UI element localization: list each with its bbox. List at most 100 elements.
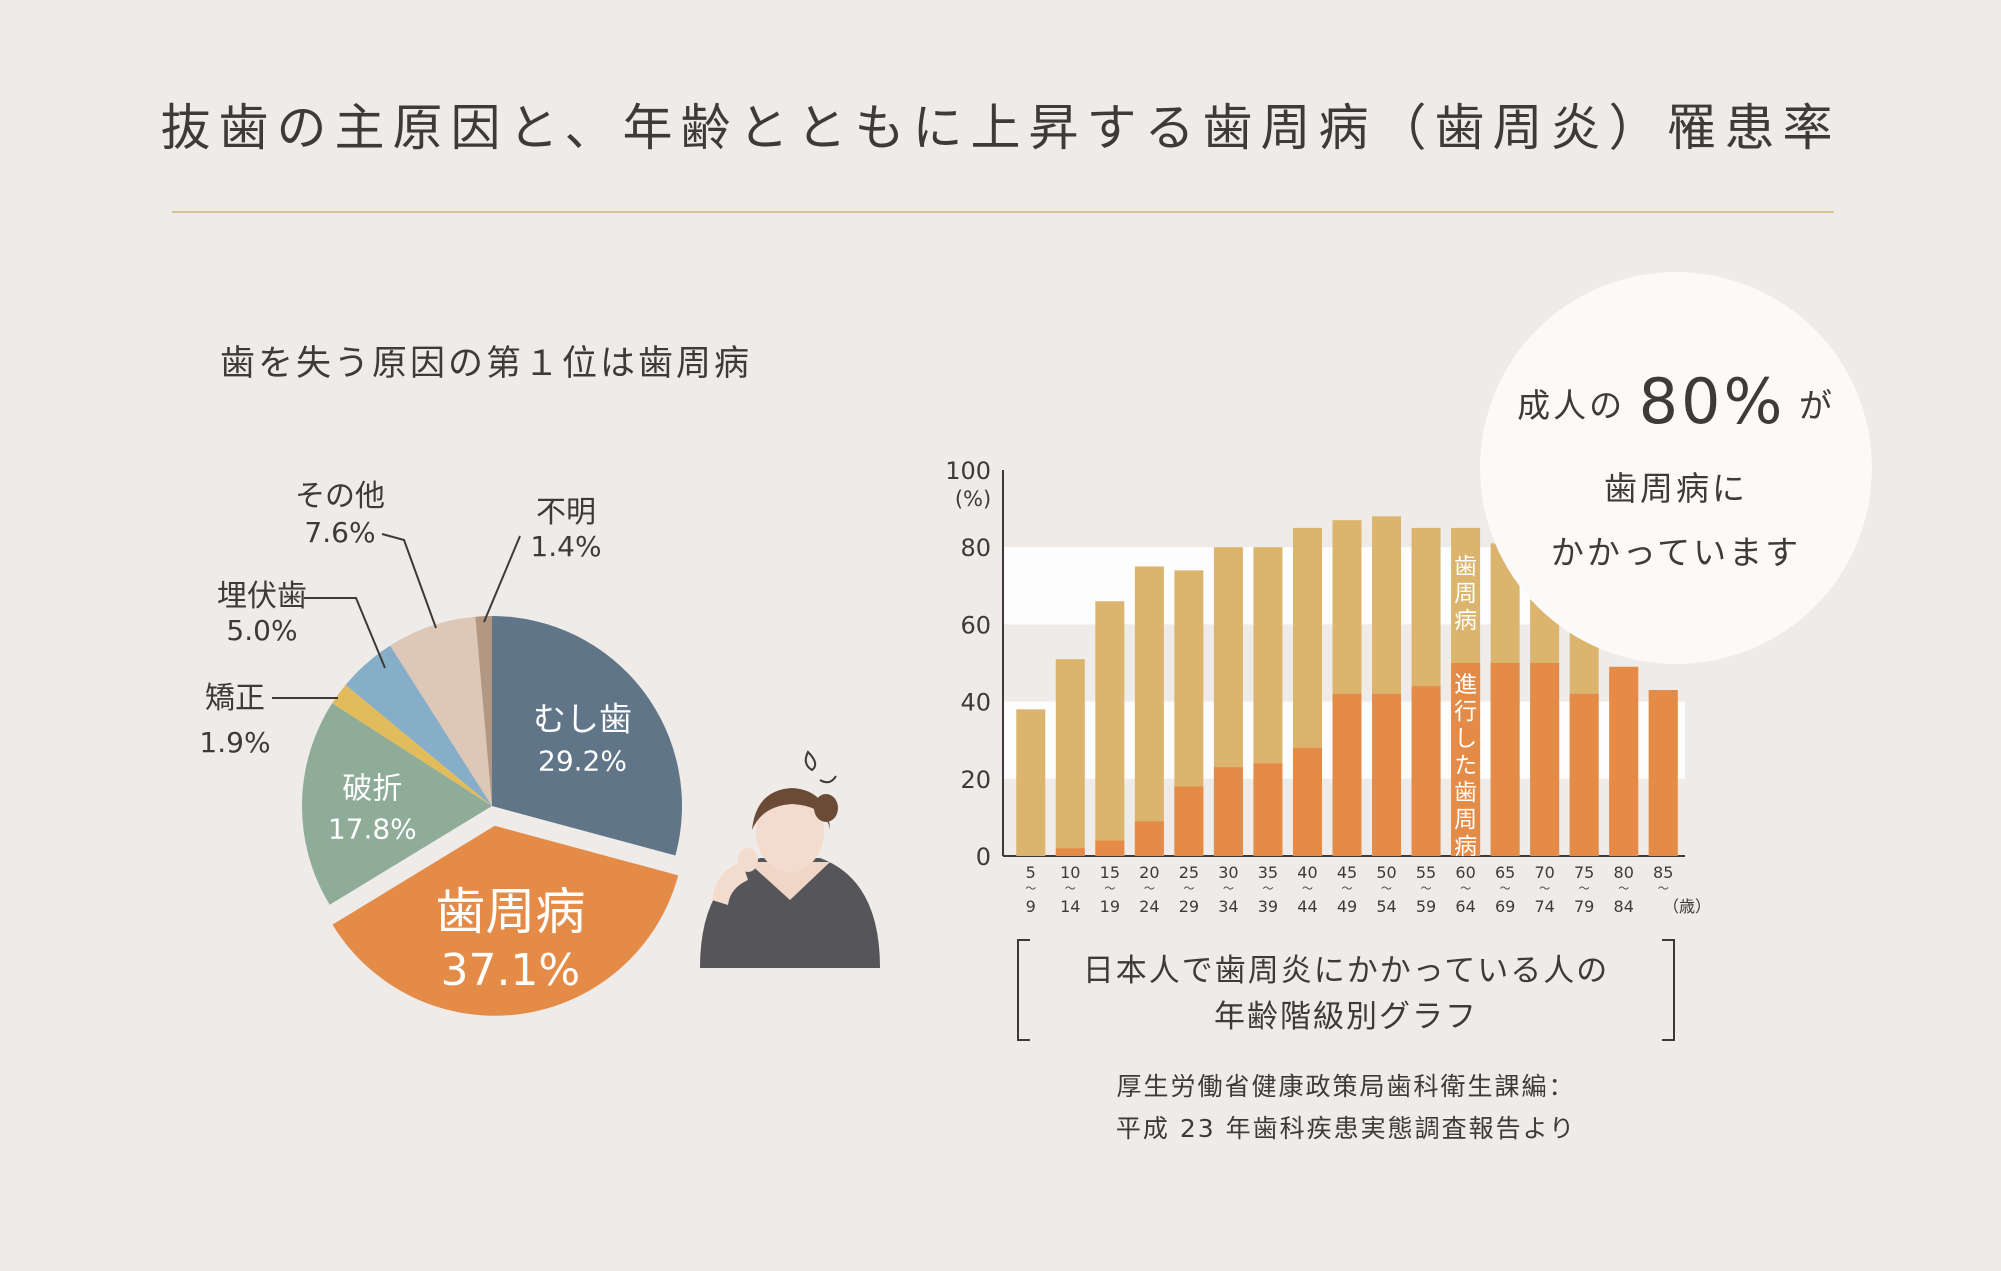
callout-line3: かかっています [1550,533,1802,572]
x-tick-label-top-15: 80 [1614,863,1634,882]
bar-advanced-13 [1530,663,1560,856]
x-tick-label-bottom-14: 79 [1574,897,1594,916]
x-tick-label-top-16: 85 [1653,863,1673,882]
x-tick-label-bottom-9: 54 [1376,897,1396,916]
x-tick-label-top-6: 35 [1258,863,1278,882]
x-tick-range-mark-13: ～ [1539,882,1550,895]
page-title: 抜歯の主原因と、年齢とともに上昇する歯周病（歯周炎）罹患率 [160,99,1841,157]
bar-total-2 [1095,601,1125,856]
series-label-advanced-char-1: 行 [1454,699,1477,725]
x-tick-label-top-1: 10 [1060,863,1080,882]
x-tick-range-mark-4: ～ [1183,882,1194,895]
caption-line2: 年齢階級別グラフ [1214,999,1478,1035]
source-note: 厚生労働省健康政策局歯科衛生課編： 平成 23 年歯科疾患実態調査報告より [1016,1066,1676,1150]
pie-chart-title: 歯を失う原因の第１位は歯周病 [220,344,753,384]
pie-slice-6 [475,616,492,806]
x-tick-label-top-14: 75 [1574,863,1594,882]
pie-slice-1 [332,825,679,1016]
x-tick-range-mark-2: ～ [1104,882,1115,895]
bar-advanced-8 [1332,693,1362,856]
x-tick-range-mark-10: ～ [1421,882,1432,895]
series-label-advanced-char-2: し [1454,726,1477,752]
x-tick-label-top-12: 65 [1495,863,1515,882]
bar-advanced-12 [1490,663,1520,856]
bar-advanced-16 [1648,690,1678,856]
x-tick-label-top-13: 70 [1534,863,1554,882]
callout-highlight: 80% [1638,365,1786,438]
bar-advanced-9 [1372,693,1402,856]
title-divider [172,211,1834,213]
pie-label-2: 破折 [342,771,402,806]
x-tick-label-bottom-7: 44 [1297,897,1317,916]
pie-leader-line-4 [304,597,386,669]
pie-label-5: その他 [295,479,385,514]
callout-prefix: 成人の [1517,386,1626,425]
x-tick-range-mark-1: ～ [1065,882,1076,895]
series-label-advanced-char-6: 病 [1454,834,1477,860]
pie-leader-line-6 [483,535,521,623]
callout-line1: 成人の 80% が [1480,365,1872,438]
bar-advanced-11 [1451,663,1481,856]
bar-advanced-3 [1134,821,1164,856]
pie-value-5: 7.6% [304,516,375,549]
x-tick-range-mark-0: ～ [1025,882,1036,895]
callout-suffix: が [1798,386,1835,425]
x-tick-label-bottom-15: 84 [1614,897,1634,916]
x-tick-range-mark-11: ～ [1460,882,1471,895]
y-tick-label-4: 80 [960,534,991,562]
bar-chart: 020406080100(%)5～910～1415～1920～2425～2930… [945,457,1711,916]
y-tick-label-3: 60 [960,611,991,639]
pie-slice-5 [390,616,492,806]
source-line2: 平成 23 年歯科疾患実態調査報告より [1115,1114,1577,1143]
x-tick-label-bottom-2: 19 [1100,897,1120,916]
callout-line2: 歯周病に [1604,469,1748,508]
pie-leader-line-5 [381,533,437,629]
x-tick-range-mark-16: ～ [1658,882,1669,895]
pie-value-6: 1.4% [530,530,601,563]
x-tick-range-mark-12: ～ [1500,882,1511,895]
pie-value-0: 29.2% [538,745,627,778]
x-tick-label-bottom-3: 24 [1139,897,1159,916]
x-tick-range-mark-6: ～ [1262,882,1273,895]
x-tick-label-bottom-0: 9 [1026,897,1036,916]
pie-label-3: 矯正 [205,681,265,716]
x-tick-label-bottom-5: 34 [1218,897,1238,916]
y-axis-unit: (%) [955,487,991,511]
x-axis-unit: （歳） [1663,897,1711,916]
bar-advanced-14 [1569,693,1599,856]
bar-advanced-6 [1253,763,1283,856]
x-tick-label-top-5: 30 [1218,863,1238,882]
x-tick-range-mark-9: ～ [1381,882,1392,895]
caption-brackets [1017,939,1675,1041]
series-label-total-char-2: 病 [1454,608,1477,634]
pie-slice-3 [332,684,492,806]
thought-squiggle-icon [804,750,837,784]
pie-value-3: 1.9% [199,726,270,759]
series-label-advanced-char-4: 歯 [1454,780,1477,806]
series-label-total: 歯周病 [1454,554,1477,634]
x-tick-label-top-0: 5 [1026,863,1036,882]
x-tick-label-top-11: 60 [1455,863,1475,882]
x-tick-range-mark-5: ～ [1223,882,1234,895]
x-tick-label-bottom-6: 39 [1258,897,1278,916]
x-tick-label-bottom-11: 64 [1455,897,1475,916]
x-tick-range-mark-8: ～ [1342,882,1353,895]
bar-total-1 [1055,659,1085,856]
x-tick-range-mark-3: ～ [1144,882,1155,895]
x-tick-label-top-10: 55 [1416,863,1436,882]
x-tick-label-bottom-13: 74 [1534,897,1554,916]
x-tick-label-top-9: 50 [1376,863,1396,882]
bar-advanced-5 [1213,767,1243,856]
x-tick-label-top-8: 45 [1337,863,1357,882]
pie-value-4: 5.0% [226,614,297,647]
series-label-advanced-char-5: 周 [1454,807,1477,833]
x-tick-label-top-4: 25 [1179,863,1199,882]
pie-value-2: 17.8% [328,812,417,845]
pie-slice-4 [345,645,492,806]
pie-value-1: 37.1% [440,945,580,996]
bar-chart-caption: 日本人で歯周炎にかかっている人の 年齢階級別グラフ [1016,948,1676,1040]
series-label-advanced-char-3: た [1454,753,1477,779]
